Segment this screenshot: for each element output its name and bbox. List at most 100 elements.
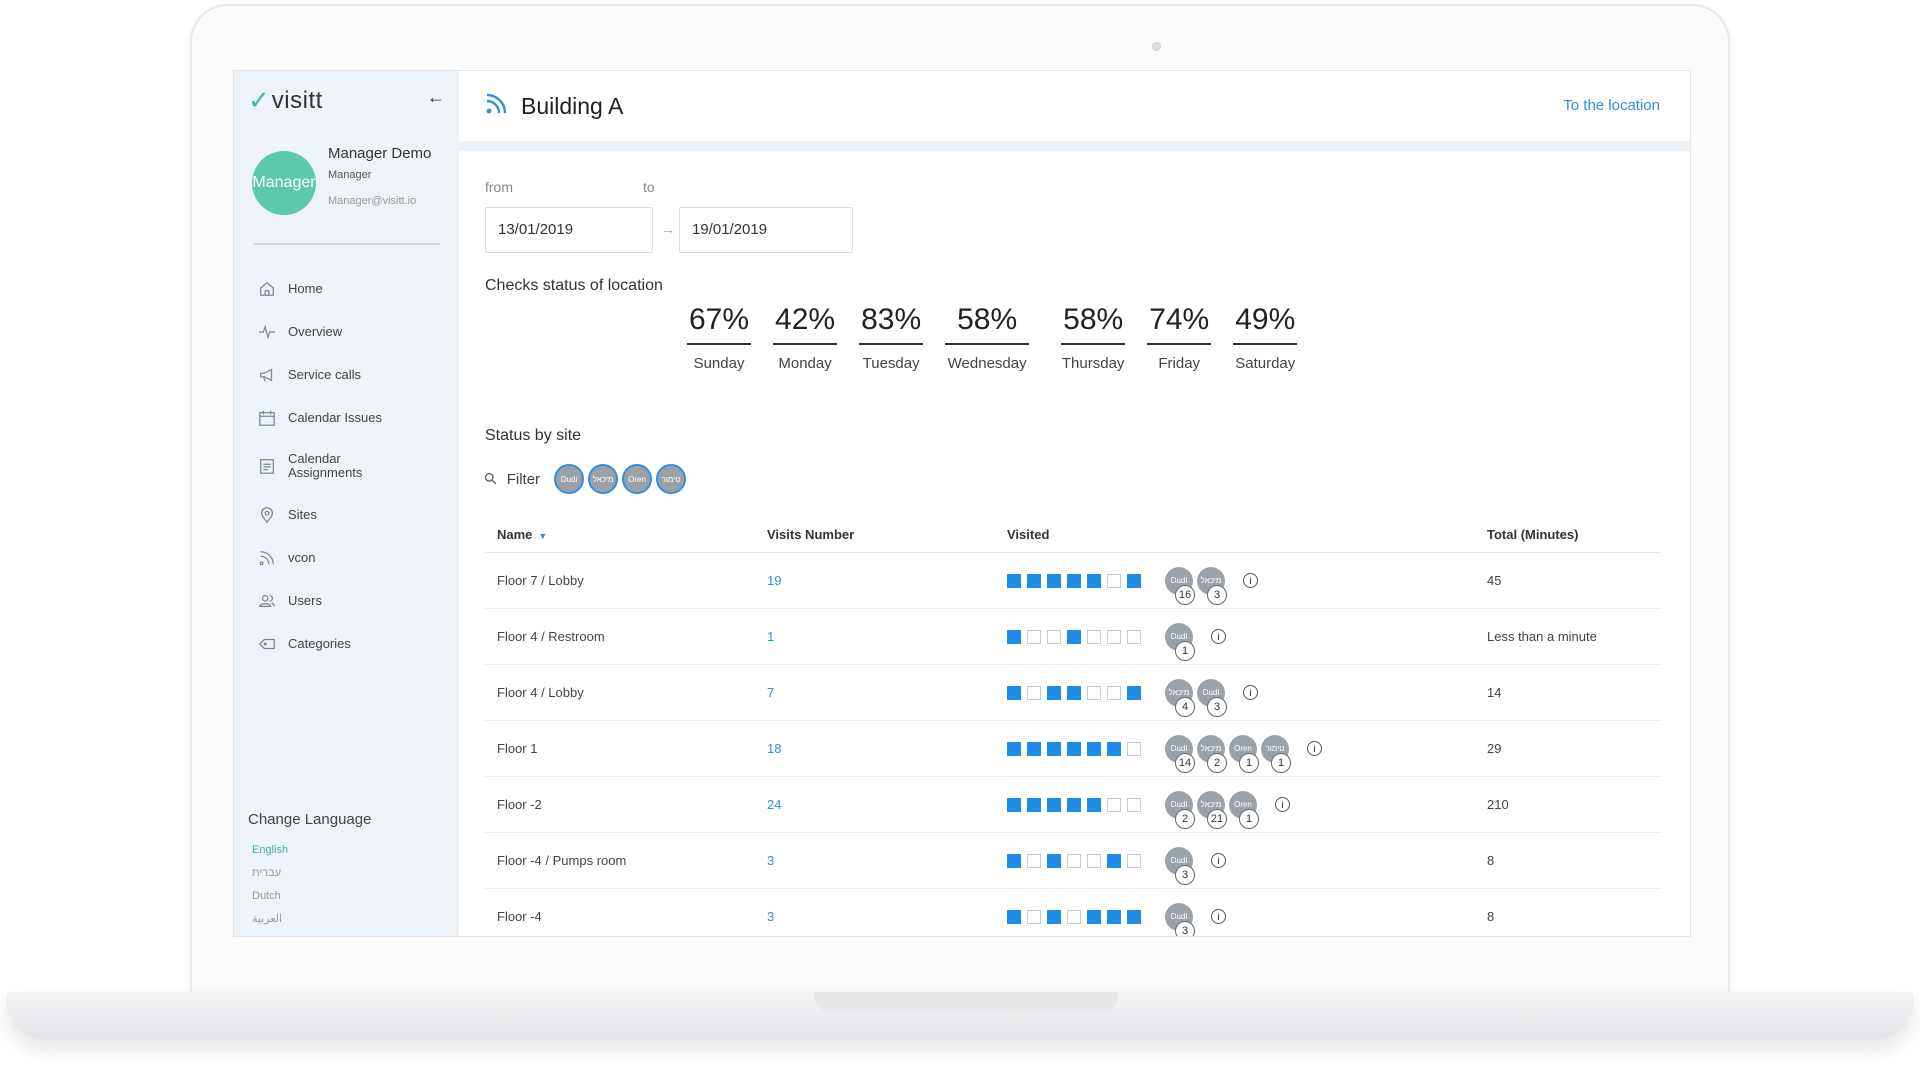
day-stat: 74% Friday [1147, 303, 1212, 372]
filter-chip[interactable]: טימור [656, 464, 687, 494]
sidebar-item-calendar-assignments[interactable]: Calendar Assignments [256, 439, 446, 493]
visitor-avatar[interactable]: Oren 1 [1229, 790, 1259, 829]
visitor-name: Oren [1234, 744, 1252, 753]
visits-number-link[interactable]: 24 [767, 797, 782, 812]
info-icon[interactable]: i [1307, 741, 1322, 756]
visits-number-link[interactable]: 7 [767, 685, 775, 700]
to-date-input[interactable]: 19/01/2019 [679, 207, 853, 253]
sidebar-item-categories[interactable]: Categories [256, 622, 446, 665]
day-label: Friday [1158, 355, 1201, 372]
row-visited-cell: Dudi 3 i [1007, 902, 1487, 936]
day-missed-square [1027, 909, 1041, 924]
sidebar-item-service-calls[interactable]: Service calls [256, 353, 446, 396]
language-option-arabic[interactable]: العربية [252, 913, 283, 925]
language-option-hebrew[interactable]: עברית [252, 867, 282, 879]
row-total: 14 [1487, 685, 1502, 700]
day-visited-square [1007, 629, 1021, 644]
table-row[interactable]: Floor -2 24 Dudi 2 מיכאל 21 Oren 1 i 210 [485, 777, 1661, 833]
day-visited-square [1047, 685, 1061, 700]
column-header-visited[interactable]: Visited [1007, 527, 1050, 542]
day-visited-square [1067, 685, 1081, 700]
visitor-avatar[interactable]: Dudi 14 [1165, 734, 1195, 773]
info-icon[interactable]: i [1243, 685, 1258, 700]
visitor-avatar[interactable]: Dudi 2 [1165, 790, 1195, 829]
visitor-avatar[interactable]: Dudi 3 [1165, 902, 1195, 936]
info-icon[interactable]: i [1243, 573, 1258, 588]
visits-number-link[interactable]: 18 [767, 741, 782, 756]
visitor-avatar[interactable]: מיכאל 4 [1165, 678, 1195, 717]
table-header: Name ▼ Visits Number Visited Total (Minut… [485, 517, 1661, 553]
day-stat: 83% Tuesday [859, 303, 924, 372]
visitor-avatar[interactable]: טימור 1 [1261, 734, 1291, 773]
table-row[interactable]: Floor 7 / Lobby 19 Dudi 16 מיכאל 3 i 45 [485, 553, 1661, 609]
filter-chip[interactable]: מיכאל [588, 464, 619, 494]
day-percent: 49% [1233, 303, 1298, 345]
avatar[interactable]: Manager [252, 151, 316, 215]
row-name: Floor 1 [497, 741, 538, 756]
filter-chip[interactable]: Dudi [554, 464, 585, 494]
visitor-avatar[interactable]: Dudi 3 [1165, 846, 1195, 885]
day-visited-square [1007, 685, 1021, 700]
info-icon[interactable]: i [1211, 909, 1226, 924]
table-row[interactable]: Floor 4 / Restroom 1 Dudi 1 i Less than a min… [485, 609, 1661, 665]
row-visits-cell: 24 [767, 797, 1007, 812]
day-squares [1007, 573, 1147, 588]
visits-number-link[interactable]: 3 [767, 853, 775, 868]
sidebar-item-overview[interactable]: Overview [256, 310, 446, 353]
sidebar-item-sites[interactable]: Sites [256, 493, 446, 536]
visitor-avatar[interactable]: Oren 1 [1229, 734, 1259, 773]
visitor-name: מיכאל [1200, 800, 1222, 809]
day-visited-square [1007, 573, 1021, 588]
visitor-avatar[interactable]: Dudi 16 [1165, 566, 1195, 605]
column-header-visits[interactable]: Visits Number [767, 527, 855, 542]
logo-check-icon: ✓ [248, 85, 270, 115]
filter-chip[interactable]: Oren [622, 464, 653, 494]
visitor-name: Dudi [1170, 856, 1188, 865]
sidebar-item-home[interactable]: Home [256, 267, 446, 310]
day-percent: 58% [1061, 303, 1126, 345]
table-row[interactable]: Floor 4 / Lobby 7 מיכאל 4 Dudi 3 i 14 [485, 665, 1661, 721]
from-date-input[interactable]: 13/01/2019 [485, 207, 653, 253]
visits-number-link[interactable]: 19 [767, 573, 782, 588]
table-row[interactable]: Floor -4 3 Dudi 3 i 8 [485, 889, 1661, 936]
info-icon[interactable]: i [1211, 853, 1226, 868]
column-header-total[interactable]: Total (Minutes) [1487, 527, 1579, 542]
info-icon[interactable]: i [1275, 797, 1290, 812]
day-visited-square [1067, 573, 1081, 588]
sidebar-item-label: Service calls [288, 367, 361, 382]
info-icon[interactable]: i [1211, 629, 1226, 644]
row-name: Floor -4 / Pumps room [497, 853, 627, 868]
visitor-count-badge: 1 [1239, 752, 1259, 773]
day-missed-square [1047, 629, 1061, 644]
row-name: Floor -2 [497, 797, 542, 812]
day-visited-square [1007, 797, 1021, 812]
visits-number-link[interactable]: 1 [767, 629, 775, 644]
to-location-link[interactable]: To the location [1563, 97, 1660, 114]
visitor-avatar[interactable]: Dudi 1 [1165, 622, 1195, 661]
table-row[interactable]: Floor 1 18 Dudi 14 מיכאל 2 Oren 1 טימור 1 i 29 [485, 721, 1661, 777]
day-visited-square [1127, 909, 1141, 924]
table-row[interactable]: Floor -4 / Pumps room 3 Dudi 3 i 8 [485, 833, 1661, 889]
logo[interactable]: ✓ visitt [248, 85, 323, 116]
language-option-english[interactable]: English [252, 844, 289, 856]
visitor-name: מיכאל [1168, 688, 1190, 697]
sidebar-item-calendar-issues[interactable]: Calendar Issues [256, 396, 446, 439]
visitor-avatar[interactable]: מיכאל 2 [1197, 734, 1227, 773]
day-squares [1007, 685, 1147, 700]
laptop-base [6, 992, 1914, 1040]
user-role: Manager [328, 169, 372, 181]
visitor-avatar[interactable]: מיכאל 3 [1197, 566, 1227, 605]
visits-number-link[interactable]: 3 [767, 909, 775, 924]
day-label: Thursday [1061, 355, 1125, 372]
column-header-name[interactable]: Name ▼ [485, 527, 767, 542]
visitor-avatar[interactable]: מיכאל 21 [1197, 790, 1227, 829]
day-percent: 58% [945, 303, 1030, 345]
collapse-sidebar-icon[interactable]: ← [427, 87, 445, 107]
visitor-count-badge: 16 [1175, 584, 1195, 605]
language-option-dutch[interactable]: Dutch [252, 890, 281, 902]
sidebar-item-users[interactable]: Users [256, 579, 446, 622]
visitor-avatar[interactable]: Dudi 3 [1197, 678, 1227, 717]
sidebar-item-vcon[interactable]: vcon [256, 536, 446, 579]
sidebar-item-label: Users [288, 593, 322, 608]
visitor-name: Dudi [1170, 576, 1188, 585]
